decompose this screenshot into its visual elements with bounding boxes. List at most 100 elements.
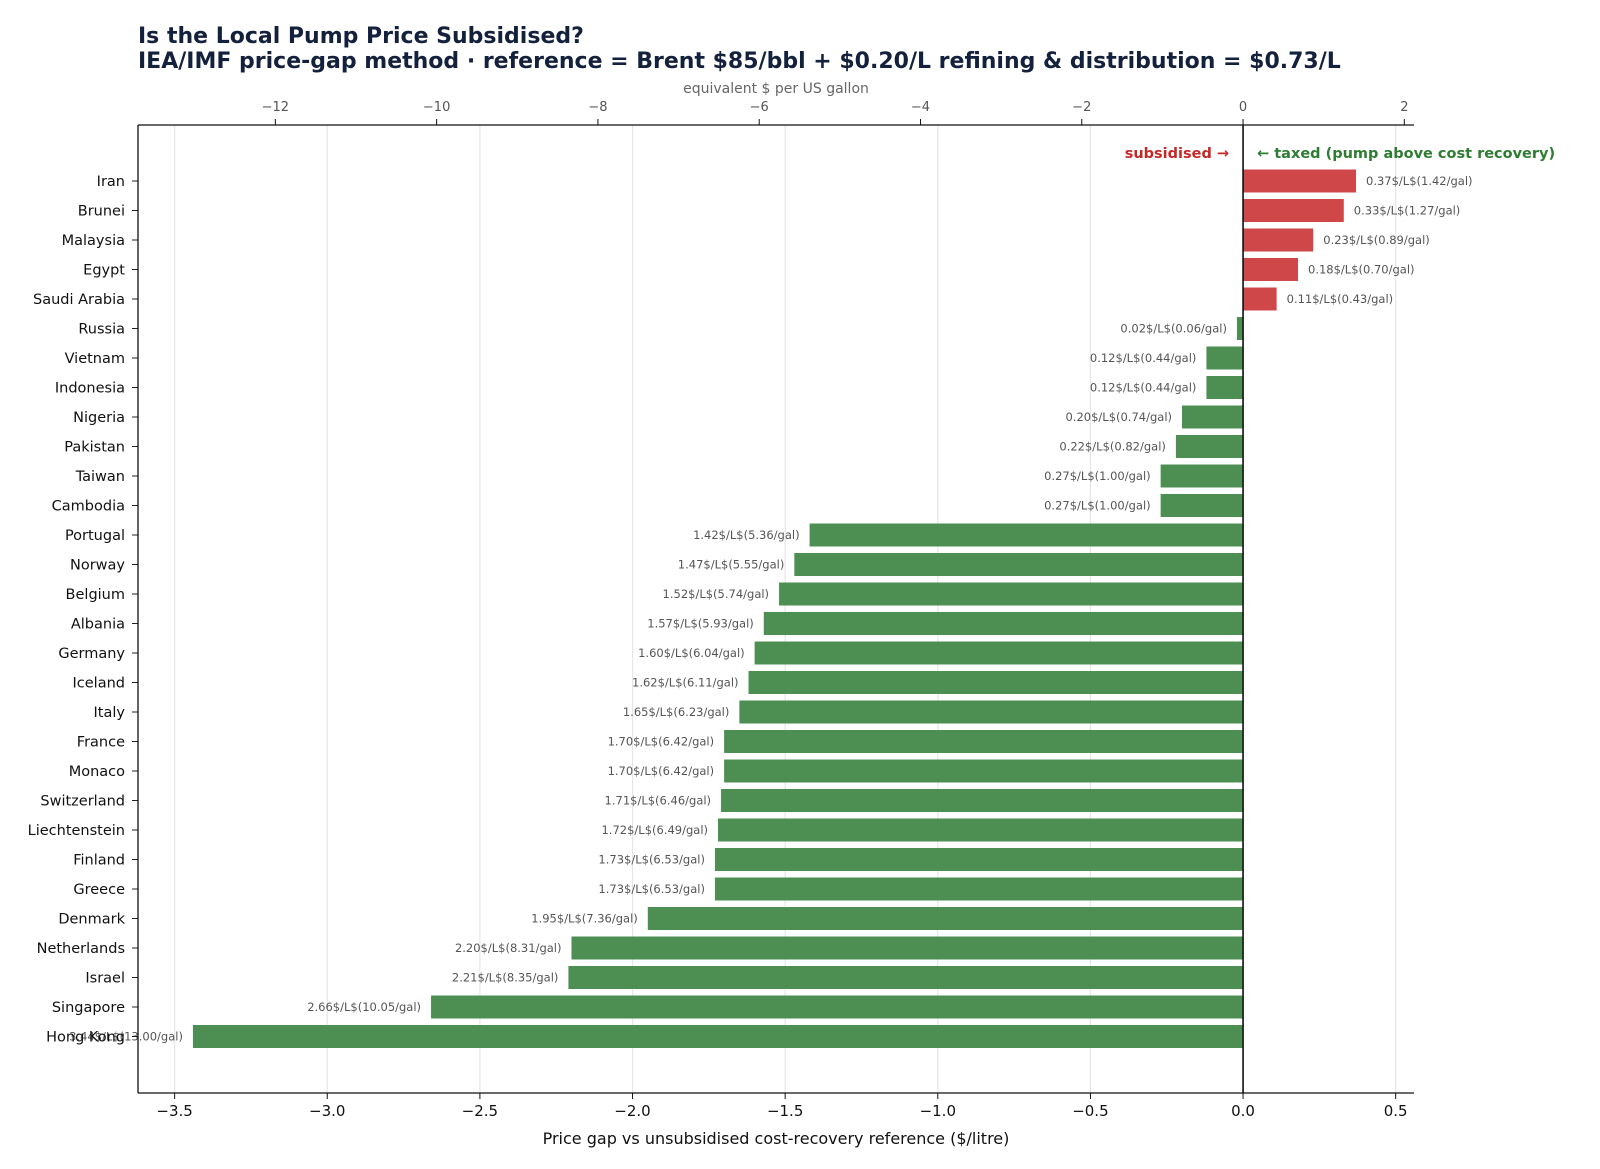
- bar: [568, 966, 1244, 989]
- bar: [1160, 494, 1244, 517]
- value-label: 0.18$/L$(0.70/gal): [1308, 263, 1415, 277]
- category-label: Singapore: [52, 1000, 125, 1016]
- chart-subtitle: IEA/IMF price-gap method · reference = B…: [138, 49, 1341, 74]
- bar: [794, 553, 1244, 576]
- bar: [1236, 317, 1244, 340]
- value-label: 1.57$/L$(5.93/gal): [647, 617, 754, 631]
- category-label: Hong Kong: [46, 1030, 125, 1046]
- bar: [1182, 405, 1244, 429]
- bar: [1243, 199, 1344, 222]
- x-tick-label: −0.5: [1072, 1102, 1108, 1120]
- value-label: 3.44$/L$(13.00/gal): [69, 1030, 183, 1044]
- value-label: 0.33$/L$(1.27/gal): [1354, 204, 1461, 218]
- x-tick-label: 0.0: [1231, 1102, 1255, 1120]
- bar: [748, 671, 1244, 694]
- bar: [739, 700, 1244, 724]
- value-label: 1.52$/L$(5.74/gal): [663, 587, 770, 601]
- top-tick-label: 0: [1239, 100, 1247, 115]
- category-label: Denmark: [58, 912, 125, 928]
- category-label: Pakistan: [64, 440, 125, 456]
- bar: [1160, 464, 1244, 488]
- category-label: Iceland: [73, 676, 125, 692]
- category-label: Greece: [73, 882, 125, 898]
- value-label: 0.37$/L$(1.42/gal): [1366, 174, 1473, 188]
- annotation-subsidised: subsidised →: [1125, 146, 1229, 162]
- value-label: 1.60$/L$(6.04/gal): [638, 646, 745, 660]
- category-label: Taiwan: [75, 469, 125, 485]
- value-label: 1.42$/L$(5.36/gal): [693, 528, 800, 542]
- bar: [809, 523, 1244, 547]
- x-tick-label: −1.0: [920, 1102, 956, 1120]
- value-label: 2.20$/L$(8.31/gal): [455, 941, 562, 955]
- top-axis-label: equivalent $ per US gallon: [683, 81, 869, 97]
- top-tick-label: −6: [750, 100, 769, 115]
- top-tick-label: −2: [1072, 100, 1091, 115]
- value-label: 1.70$/L$(6.42/gal): [608, 764, 715, 778]
- bar: [721, 789, 1244, 812]
- category-label: Israel: [85, 971, 125, 987]
- bar: [647, 907, 1244, 930]
- value-label: 0.27$/L$(1.00/gal): [1044, 469, 1151, 483]
- x-tick-label: −3.0: [309, 1102, 345, 1120]
- category-label: Brunei: [78, 204, 125, 220]
- bar: [724, 759, 1244, 783]
- value-label: 0.23$/L$(0.89/gal): [1323, 233, 1430, 247]
- value-label: 0.22$/L$(0.82/gal): [1059, 440, 1166, 454]
- value-label: 0.12$/L$(0.44/gal): [1090, 381, 1197, 395]
- category-label: Italy: [94, 705, 126, 721]
- top-tick-label: 2: [1400, 100, 1408, 115]
- value-label: 1.62$/L$(6.11/gal): [632, 676, 739, 690]
- category-label: Albania: [71, 617, 125, 633]
- bar: [754, 641, 1244, 665]
- x-tick-label: 0.5: [1384, 1102, 1408, 1120]
- value-label: 1.71$/L$(6.46/gal): [605, 794, 712, 808]
- x-tick-label: −2.0: [614, 1102, 650, 1120]
- bar: [779, 582, 1244, 606]
- value-label: 1.73$/L$(6.53/gal): [598, 882, 705, 896]
- category-label: France: [77, 735, 125, 751]
- top-tick-label: −8: [588, 100, 607, 115]
- x-axis-label: Price gap vs unsubsidised cost-recovery …: [543, 1129, 1010, 1148]
- top-tick-label: −10: [423, 100, 450, 115]
- value-label: 0.27$/L$(1.00/gal): [1044, 499, 1151, 513]
- bar: [714, 877, 1244, 901]
- value-label: 1.47$/L$(5.55/gal): [678, 558, 785, 572]
- bar: [1206, 346, 1244, 370]
- x-tick-label: −2.5: [462, 1102, 498, 1120]
- category-label: Finland: [73, 853, 125, 869]
- category-label: Nigeria: [73, 410, 125, 426]
- category-label: Liechtenstein: [28, 823, 125, 839]
- bars: [192, 169, 1356, 1048]
- category-label: Belgium: [66, 587, 125, 603]
- bar-value-labels: 0.37$/L$(1.42/gal) 0.33$/L$(1.27/gal) 0.23…: [69, 174, 1472, 1044]
- value-label: 2.66$/L$(10.05/gal): [307, 1000, 421, 1014]
- value-label: 0.02$/L$(0.06/gal): [1120, 322, 1227, 336]
- category-label: Malaysia: [62, 233, 125, 249]
- bar: [1243, 258, 1298, 281]
- value-label: 1.65$/L$(6.23/gal): [623, 705, 730, 719]
- category-label: Portugal: [65, 528, 125, 544]
- value-label: 0.20$/L$(0.74/gal): [1065, 410, 1172, 424]
- bar: [1206, 376, 1244, 399]
- value-label: 0.12$/L$(0.44/gal): [1090, 351, 1197, 365]
- bar: [1243, 169, 1356, 193]
- bar: [571, 936, 1244, 960]
- value-label: 1.72$/L$(6.49/gal): [601, 823, 708, 837]
- top-tick-label: −4: [911, 100, 930, 115]
- category-label: Monaco: [69, 764, 125, 780]
- bar: [718, 818, 1244, 842]
- category-label: Indonesia: [55, 381, 125, 397]
- value-label: 0.11$/L$(0.43/gal): [1287, 292, 1394, 306]
- bar: [1175, 435, 1244, 458]
- bar: [724, 730, 1244, 753]
- bar: [1243, 228, 1314, 252]
- category-label: Norway: [70, 558, 125, 574]
- x-tick-label: −1.5: [767, 1102, 803, 1120]
- category-label: Vietnam: [65, 351, 125, 367]
- bar: [1243, 287, 1277, 311]
- bar: [431, 995, 1244, 1019]
- category-label: Saudi Arabia: [33, 292, 125, 308]
- category-label: Switzerland: [40, 794, 125, 810]
- category-label: Germany: [58, 646, 125, 662]
